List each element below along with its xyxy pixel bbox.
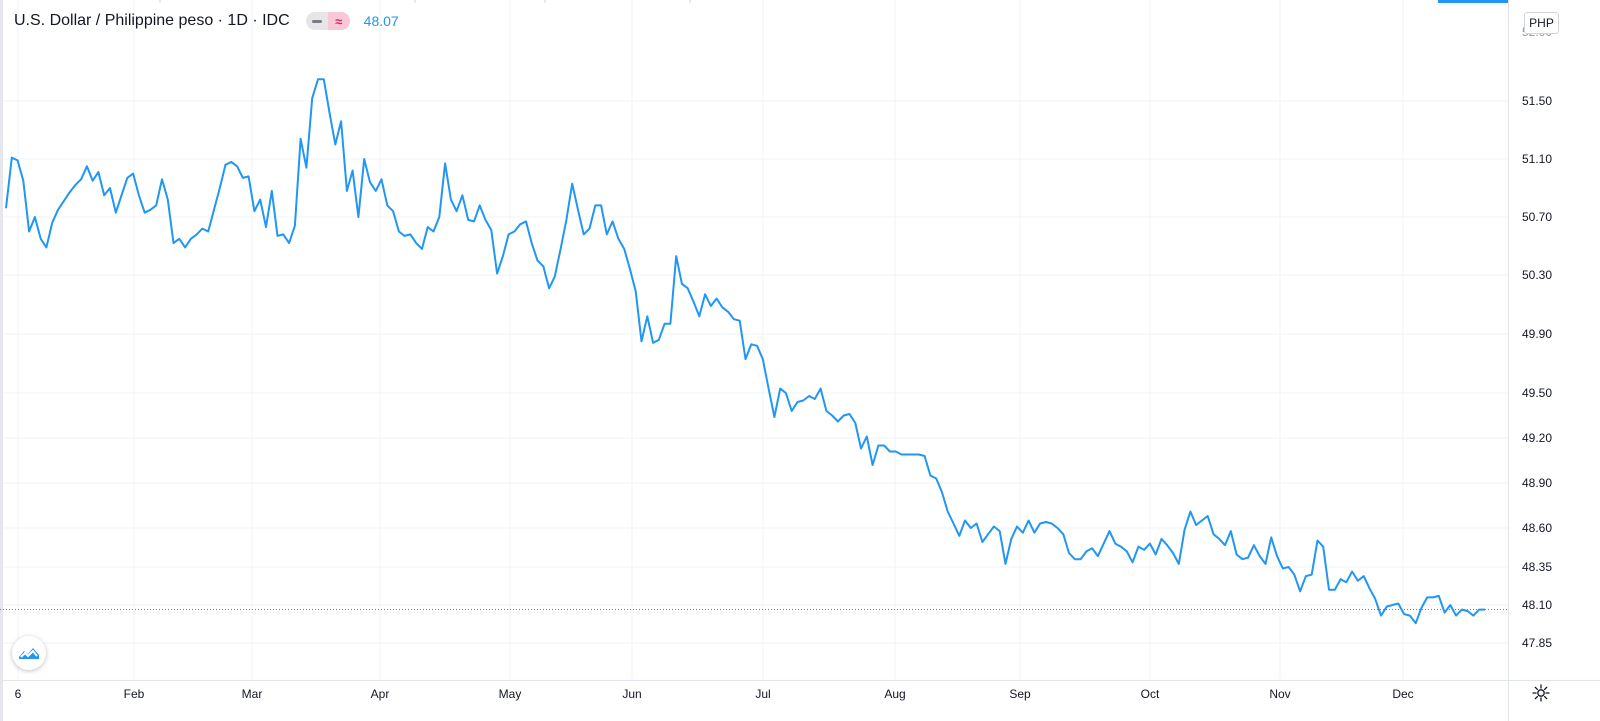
y-tick-label: 50.30 [1522,268,1552,282]
y-tick-label: 48.60 [1522,521,1552,535]
y-tick-label: 48.10 [1522,598,1552,612]
active-tab-indicator [1438,0,1508,3]
x-tick-label: Jul [755,687,770,701]
y-tick-label: 50.70 [1522,210,1552,224]
x-tick-label: Jun [622,687,641,701]
last-value: 48.07 [363,13,399,29]
currency-button[interactable]: PHP [1524,12,1559,34]
x-tick-label: Mar [242,687,263,701]
y-tick-label: 49.20 [1522,431,1552,445]
x-tick-label: Sep [1009,687,1031,701]
legend-controls: ≈ [305,12,350,30]
x-tick-label: Dec [1392,687,1413,701]
y-tick-label: 48.90 [1522,476,1552,490]
gear-icon[interactable] [1530,682,1552,704]
y-tick-label: 51.10 [1522,152,1552,166]
tick-labels: 51.50 51.10 50.70 50.30 49.90 49.50 49.20 48.90… [15,25,1553,701]
x-tick-label: 6 [15,687,22,701]
x-tick-label: Oct [1141,687,1160,701]
minus-icon[interactable] [306,12,328,30]
chart-legend: U.S. Dollar / Philippine peso · 1D · IDC… [14,10,399,32]
series-line [5,78,1485,625]
tradingview-logo-icon[interactable] [12,636,46,670]
y-tick-label: 47.85 [1522,636,1552,650]
left-edge [0,0,3,721]
y-tick-label: 48.35 [1522,560,1552,574]
y-tick-label: 49.90 [1522,327,1552,341]
x-tick-label: Apr [371,687,390,701]
chart-grid [0,0,1508,680]
x-tick-label: Nov [1269,687,1290,701]
symbol-title: U.S. Dollar / Philippine peso · 1D · IDC [14,12,290,29]
x-tick-label: May [499,687,522,701]
x-tick-label: Feb [124,687,145,701]
approx-icon[interactable]: ≈ [327,12,350,30]
x-tick-label: Aug [884,687,905,701]
y-tick-label: 51.50 [1522,94,1552,108]
y-tick-label: 49.50 [1522,386,1552,400]
